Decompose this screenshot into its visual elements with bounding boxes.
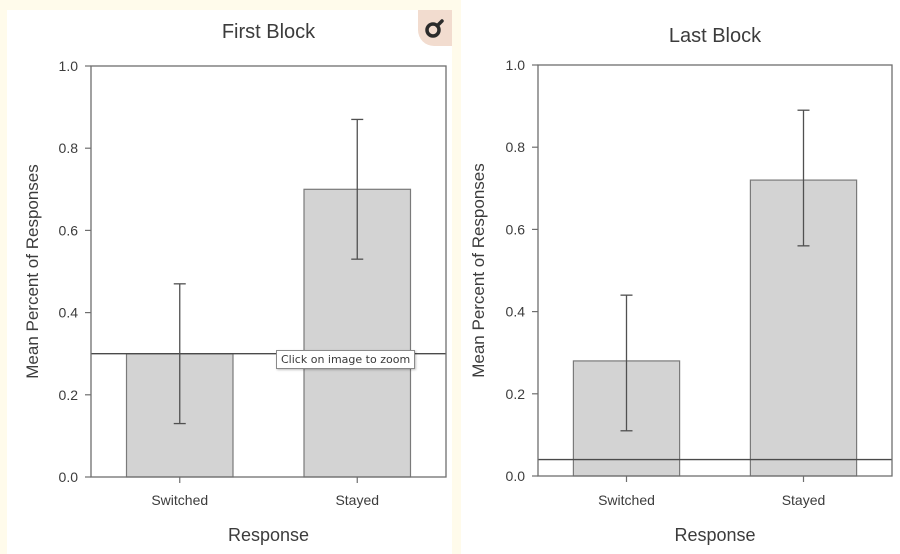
y-tick-label: 0.2	[506, 386, 526, 402]
y-tick-label: 0.4	[59, 305, 79, 321]
plot-frame	[90, 65, 447, 478]
y-tick-label: 0.6	[59, 222, 79, 238]
y-tick-label: 0.4	[506, 304, 526, 320]
zoom-button[interactable]	[418, 10, 452, 46]
chart-title: Last Block	[669, 25, 762, 47]
y-axis-label: Mean Percent of Responses	[469, 163, 488, 378]
y-tick-label: 0.6	[506, 221, 526, 237]
y-axis-label: Mean Percent of Responses	[23, 164, 42, 379]
zoom-tooltip: Click on image to zoom	[276, 350, 416, 369]
plot-frame	[537, 64, 893, 477]
y-tick-label: 1.0	[506, 57, 526, 73]
x-tick-label: Switched	[598, 492, 655, 508]
x-axis-label: Response	[228, 525, 309, 545]
y-tick-label: 0.0	[506, 468, 526, 484]
x-axis-label: Response	[674, 525, 755, 545]
y-tick-label: 0.2	[59, 387, 79, 403]
x-tick-label: Stayed	[782, 492, 826, 508]
y-tick-label: 1.0	[59, 58, 79, 74]
x-tick-label: Stayed	[335, 492, 379, 508]
x-tick-label: Switched	[151, 492, 208, 508]
magnifier-icon	[425, 19, 444, 38]
y-tick-label: 0.8	[59, 140, 79, 156]
y-tick-label: 0.0	[59, 469, 79, 485]
y-tick-label: 0.8	[506, 139, 526, 155]
chart-title: First Block	[222, 21, 316, 43]
